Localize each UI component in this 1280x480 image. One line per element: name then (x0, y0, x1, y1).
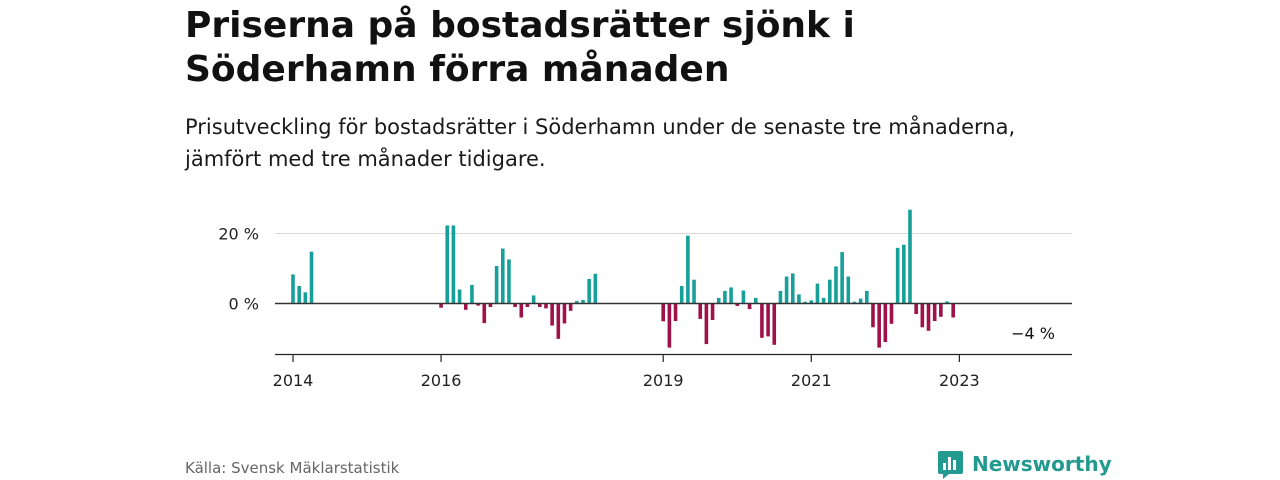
bar-2022-03 (895, 247, 900, 304)
bar-2016-12 (507, 259, 511, 304)
newsworthy-logo[interactable]: Newsworthy (937, 449, 1112, 479)
y-tick-label: 0 % (229, 295, 259, 314)
bar-2014-01 (291, 274, 295, 304)
bar-2019-12 (729, 287, 733, 304)
newsworthy-logo-icon (938, 450, 963, 479)
x-tick-label: 2019 (643, 371, 684, 390)
chart-subtitle: Prisutveckling för bostadsrätter i Söder… (185, 115, 1016, 171)
bar-2020-03 (747, 303, 752, 310)
bar-2021-04 (827, 279, 832, 304)
bar-2016-09 (488, 303, 493, 307)
last-value-annotation: −4 % (1011, 324, 1055, 343)
bar-2016-05 (463, 303, 468, 310)
bar-2014-03 (303, 292, 308, 304)
bar-2016-11 (500, 248, 505, 304)
x-tick-label: 2014 (273, 371, 314, 390)
bar-2020-06 (766, 303, 770, 337)
bar-2019-02 (667, 303, 672, 348)
bar-2022-04 (902, 244, 906, 304)
bar-2021-05 (834, 266, 838, 304)
x-tick-label: 2023 (939, 371, 980, 390)
bar-2020-10 (790, 273, 795, 304)
bar-2021-12 (877, 303, 881, 348)
bar-2019-05 (686, 235, 690, 304)
bar-2019-08 (704, 303, 709, 345)
chart-title: Priserna på bostadsrätter sjönk i Söderh… (185, 5, 855, 90)
bar-2022-09 (932, 303, 937, 321)
bar-2021-01 (809, 300, 814, 304)
bar-2018-02 (593, 273, 598, 304)
bar-2016-07 (476, 303, 480, 306)
bar-2021-07 (846, 276, 851, 304)
x-tick-label: 2021 (791, 371, 832, 390)
y-tick-label: 20 % (218, 225, 259, 244)
bar-2022-10 (939, 303, 943, 317)
bar-2022-05 (908, 209, 912, 304)
bar-2019-01 (661, 303, 665, 322)
bar-2017-10 (568, 303, 573, 311)
bar-2020-09 (784, 276, 789, 304)
bar-2017-09 (562, 303, 567, 324)
bar-2017-02 (519, 303, 524, 318)
bar-2020-04 (753, 297, 758, 304)
bar-2020-12 (803, 301, 807, 304)
bar-2022-12 (951, 303, 955, 318)
bar-2016-06 (470, 284, 474, 304)
bar-2016-01 (439, 303, 443, 308)
bar-2017-11 (575, 301, 579, 304)
bar-2022-08 (926, 303, 931, 331)
bar-2014-02 (297, 286, 301, 304)
bar-2022-07 (920, 303, 925, 328)
bar-2018-01 (587, 279, 591, 304)
bar-2020-01 (735, 303, 740, 306)
bar-2019-03 (673, 303, 678, 321)
bar-2014-04 (309, 251, 314, 304)
bar-2017-08 (556, 303, 561, 339)
bar-2022-02 (889, 303, 894, 324)
bar-2019-11 (723, 290, 727, 304)
bar-2017-06 (544, 303, 548, 309)
bar-2017-12 (581, 300, 585, 304)
bar-2021-02 (815, 283, 820, 304)
bar-2021-03 (821, 297, 826, 304)
bar-2020-05 (760, 303, 764, 338)
bar-2019-07 (698, 303, 703, 319)
bar-2021-09 (858, 298, 863, 304)
bar-2016-02 (445, 225, 450, 304)
bar-2017-07 (550, 303, 554, 326)
bar-2017-01 (513, 303, 517, 307)
bars (291, 209, 955, 348)
x-tick-label: 2016 (421, 371, 462, 390)
bar-2017-03 (525, 303, 530, 307)
bar-2021-11 (871, 303, 875, 328)
bar-2016-04 (457, 289, 462, 304)
bar-2017-04 (531, 295, 536, 304)
bar-2020-02 (741, 290, 746, 304)
x-axis-ticks: 2014 2016 2019 2021 2023 (273, 354, 980, 390)
bar-2019-10 (716, 297, 721, 304)
bar-2020-07 (772, 303, 777, 345)
bar-2016-10 (494, 266, 499, 304)
bar-2021-08 (852, 301, 857, 304)
bar-2022-06 (914, 303, 918, 314)
bar-2019-04 (679, 286, 684, 304)
bar-2022-01 (883, 303, 888, 342)
bar-2020-11 (797, 294, 801, 304)
bar-2021-06 (840, 252, 844, 304)
brand-name: Newsworthy (972, 452, 1112, 476)
bar-2020-08 (778, 290, 783, 304)
bar-2019-09 (710, 303, 715, 320)
source-note: Källa: Svensk Mäklarstatistik (185, 459, 400, 477)
bar-2022-11 (945, 301, 949, 304)
bar-2021-10 (865, 290, 869, 304)
bar-2016-08 (482, 303, 487, 324)
bar-2017-05 (538, 303, 542, 307)
bar-2019-06 (692, 279, 696, 304)
y-axis-labels: 0 % 20 % (218, 225, 259, 314)
bar-2016-03 (451, 225, 456, 304)
